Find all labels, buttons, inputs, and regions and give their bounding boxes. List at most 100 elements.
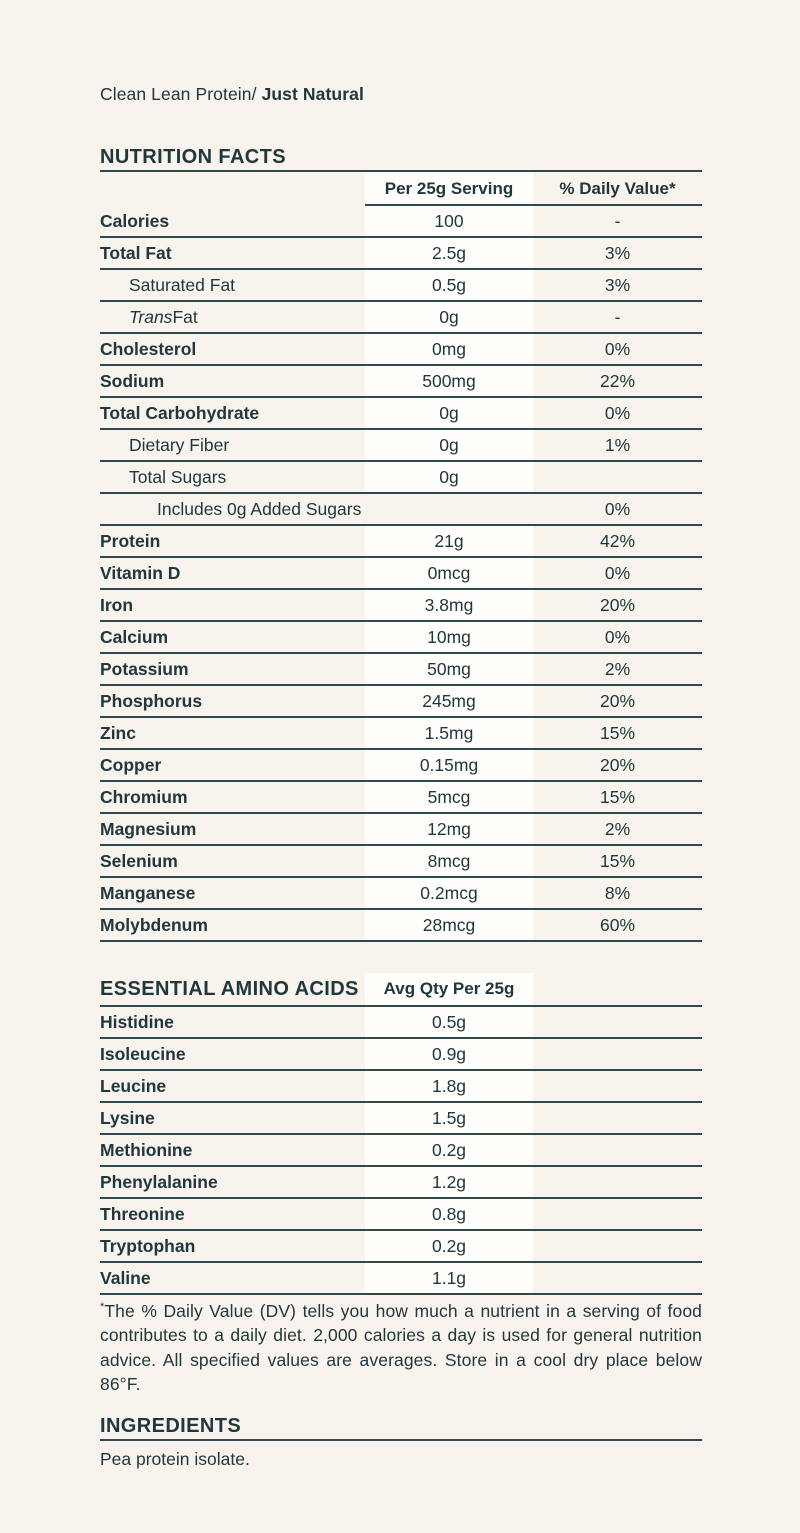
ingredients-text: Pea protein isolate. [100,1448,250,1469]
nutrient-label-cell: Protein [100,526,365,556]
serving-value-cell: 0g [365,462,533,492]
daily-value-cell: 8% [533,878,702,908]
product-name: Clean Lean Protein/ [100,84,262,104]
daily-value-cell [533,1167,702,1197]
nutrition-table-row: Protein 21g 42% [100,526,702,558]
nutrition-table-row: Chromium 5mcg 15% [100,782,702,814]
daily-value-cell: 20% [533,750,702,780]
serving-value: 0.5g [431,275,467,295]
nutrition-table: Calories 100- Total Fat 2.5g 3% Saturated Fat… [100,206,702,942]
nutrient-label-cell: Valine [100,1263,365,1293]
serving-value: 28mcg [422,915,476,935]
serving-value: 0mg [431,339,467,359]
serving-value-cell: 0.2g [365,1135,533,1165]
nutrition-table-row: Phosphorus 245mg 20% [100,686,702,718]
daily-value: 20% [599,595,636,615]
daily-value-cell: 0% [533,334,702,364]
amino-empty-header-cell [533,973,702,1005]
serving-value-cell: 8mcg [365,846,533,876]
serving-value-cell: 245mg [365,686,533,716]
nutrient-label-cell: Vitamin D [100,558,365,588]
nutrient-label: Isoleucine [100,1044,186,1064]
nutrient-label-cell: Saturated Fat [100,270,365,300]
nutrient-label-cell: Zinc [100,718,365,748]
nutrient-label-cell: Includes 0g Added Sugars [100,494,365,524]
daily-value-cell: 2% [533,654,702,684]
nutrient-label-cell: Total Fat [100,238,365,268]
serving-value: 10mg [427,627,471,647]
nutrition-table-row: Potassium 50mg 2% [100,654,702,686]
amino-acid-table-row: Tryptophan 0.2g [100,1231,702,1263]
nutrient-label: Cholesterol [100,339,197,359]
serving-value: 500mg [422,371,476,391]
nutrition-table-row: Magnesium 12mg 2% [100,814,702,846]
daily-value-cell [533,1135,702,1165]
nutrient-label: Protein [100,531,161,551]
nutrition-facts-heading: NUTRITION FACTS [100,147,702,172]
nutrition-table-row: Molybdenum 28mcg 60% [100,910,702,942]
nutrient-label-cell: Histidine [100,1007,365,1037]
nutrient-label: Manganese [100,883,196,903]
nutrient-label-cell: Trans Fat [100,302,365,332]
nutrition-table-row: Calories 100 - [100,206,702,238]
serving-value: 1.1g [431,1268,467,1288]
daily-value: 20% [599,755,636,775]
nutrition-table-row: Manganese 0.2mcg 8% [100,878,702,910]
serving-value-cell: 1.1g [365,1263,533,1293]
nutrient-label: Molybdenum [100,915,208,935]
nutrient-label-cell: Sodium [100,366,365,396]
nutrient-label-cell: Leucine [100,1071,365,1101]
amino-acids-heading: ESSENTIAL AMINO ACIDS [100,978,359,1000]
serving-value: 21g [434,531,464,551]
nutrition-table-row: Copper 0.15mg 20% [100,750,702,782]
serving-value: 0g [439,307,459,327]
serving-value-cell: 0.5g [365,1007,533,1037]
nutrient-label: Calories [100,211,170,231]
serving-value-cell: 0g [365,430,533,460]
nutrient-label-cell: Potassium [100,654,365,684]
serving-value: 0g [439,467,459,487]
amino-acid-table-row: Lysine 1.5g [100,1103,702,1135]
amino-qty-header-cell: Avg Qty Per 25g [365,973,533,1005]
serving-value-cell: 0.9g [365,1039,533,1069]
nutrition-table-row: Iron 3.8mg 20% [100,590,702,622]
nutrition-table-row: Calcium 10mg 0% [100,622,702,654]
serving-value-cell: 0mcg [365,558,533,588]
nutrient-label-cell: Calcium [100,622,365,652]
serving-value: 0.15mg [419,755,479,775]
serving-value-cell: 3.8mg [365,590,533,620]
serving-value-cell: 100 [365,206,533,236]
serving-value-cell: 500mg [365,366,533,396]
serving-value: 245mg [422,691,476,711]
nutrient-label-cell: Tryptophan [100,1231,365,1261]
serving-value-cell: 0g [365,398,533,428]
daily-value-cell: - [533,206,702,236]
serving-value-cell: 0.2mcg [365,878,533,908]
serving-value-cell: 5mcg [365,782,533,812]
nutrition-label: Clean Lean Protein/ Just Natural NUTRITI… [100,0,702,1470]
daily-value: 60% [599,915,636,935]
daily-value: 20% [599,691,636,711]
daily-value-cell: 20% [533,590,702,620]
daily-value-cell: 1% [533,430,702,460]
nutrient-label: Leucine [100,1076,167,1096]
daily-value-cell: - [533,302,702,332]
daily-value: 0% [604,627,631,647]
nutrient-label-cell: Copper [100,750,365,780]
daily-value-column-header: % Daily Value* [559,179,676,198]
serving-value-cell: 50mg [365,654,533,684]
amino-acid-table-row: Methionine 0.2g [100,1135,702,1167]
nutrient-label-cell: Calories [100,206,365,236]
serving-value-cell [365,494,533,524]
daily-value-cell [533,1199,702,1229]
daily-value: - [614,307,621,327]
nutrient-label: Magnesium [100,819,197,839]
nutrient-label: Dietary Fiber [129,435,230,455]
nutrient-label: Selenium [100,851,178,871]
daily-value-cell: 0% [533,398,702,428]
product-variant: Just Natural [261,84,364,104]
daily-value: 0% [604,563,631,583]
nutrient-label-cell: Chromium [100,782,365,812]
nutrient-label-cell: Iron [100,590,365,620]
nutrition-table-header-row: Per 25g Serving % Daily Value* [100,172,702,206]
